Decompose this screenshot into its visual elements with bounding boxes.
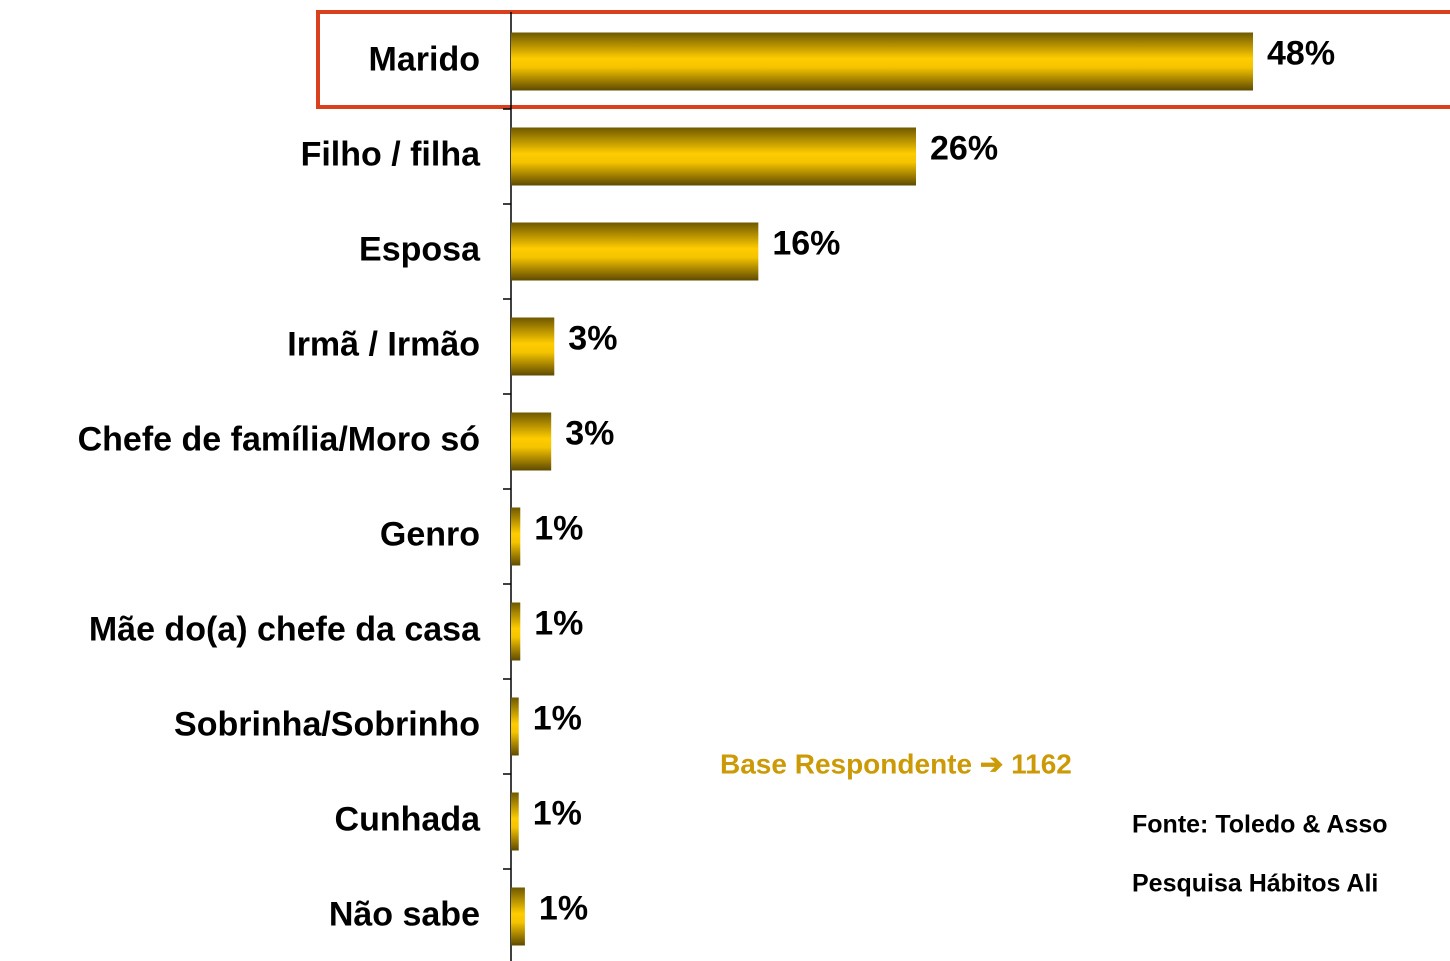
category-label: Sobrinha/Sobrinho [174,705,480,743]
value-label: 1% [533,794,582,832]
bar [511,792,519,851]
value-label: 16% [772,224,840,262]
value-label: 26% [930,129,998,167]
bar [511,222,759,281]
base-note: Base Respondente ➔ 1162 [720,748,1072,779]
category-label: Marido [369,40,480,78]
category-label: Mãe do(a) chefe da casa [89,610,481,648]
highlight-box [316,10,1450,109]
value-label: 1% [533,699,582,737]
bar [511,602,521,661]
bar [511,507,521,566]
bar [511,412,552,471]
category-label: Filho / filha [301,135,482,173]
value-label: 1% [534,509,583,547]
category-label: Cunhada [335,800,482,838]
category-label: Esposa [359,230,481,268]
bar [511,697,519,756]
source-line: Pesquisa Hábitos Ali [1132,870,1378,898]
source-line: Fonte: Toledo & Asso [1132,811,1388,839]
bar [511,317,555,376]
value-label: 3% [565,414,614,452]
value-label: 48% [1267,34,1335,72]
category-label: Chefe de família/Moro só [78,420,480,458]
value-label: 1% [534,604,583,642]
value-label: 1% [539,889,588,927]
category-label: Irmã / Irmão [287,325,480,363]
category-label: Genro [380,515,480,553]
category-label: Não sabe [329,895,480,933]
bar [511,887,525,946]
value-label: 3% [568,319,617,357]
bar [511,32,1253,91]
bar [511,127,917,186]
